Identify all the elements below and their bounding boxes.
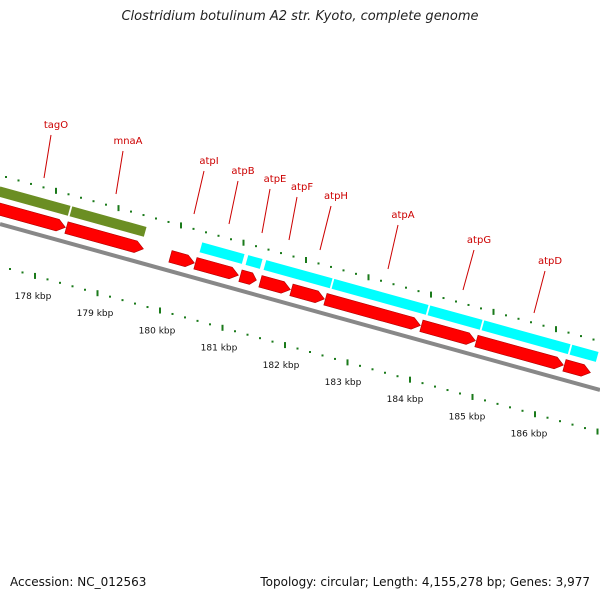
gene-labels: tagO mnaA atpI atpB atpE atpF atpH atpA atpG atpD bbox=[44, 120, 562, 267]
gene-bar bbox=[330, 277, 430, 316]
label-leader-line bbox=[387, 224, 399, 270]
genome-backbone bbox=[0, 222, 600, 392]
label-leader-line bbox=[462, 249, 475, 291]
scale-label: 179 kbp bbox=[77, 309, 114, 319]
scale-label: 180 kbp bbox=[139, 326, 176, 336]
cds-feature-track bbox=[0, 202, 591, 377]
cds-arrow bbox=[238, 269, 257, 285]
cds-arrow bbox=[419, 319, 476, 345]
gene-label: atpF bbox=[291, 182, 313, 193]
scale-label: 184 kbp bbox=[387, 395, 424, 405]
cds-arrow bbox=[0, 202, 66, 232]
gene-bar bbox=[262, 259, 334, 290]
gene-label: atpE bbox=[264, 174, 287, 185]
cds-arrow bbox=[64, 221, 144, 253]
gene-label: atpH bbox=[324, 191, 348, 202]
gene-bar bbox=[198, 241, 246, 265]
label-leader-line bbox=[43, 134, 52, 179]
scale-label: 186 kbp bbox=[511, 430, 548, 440]
label-leader-line bbox=[533, 270, 546, 314]
gene-feature-track bbox=[0, 185, 600, 363]
lower-tick-marks bbox=[9, 268, 599, 435]
scale-label: 178 kbp bbox=[15, 292, 52, 302]
label-leader-line bbox=[319, 205, 332, 251]
gene-label: atpB bbox=[231, 166, 254, 177]
genome-summary: Topology: circular; Length: 4,155,278 bp… bbox=[260, 575, 590, 589]
cds-arrow bbox=[168, 250, 195, 267]
gene-bar bbox=[244, 254, 264, 270]
gene-bar bbox=[568, 343, 600, 363]
label-leader-lines bbox=[43, 134, 546, 314]
label-leader-line bbox=[261, 188, 271, 234]
label-leader-line bbox=[193, 170, 205, 215]
label-leader-line bbox=[115, 150, 124, 195]
gene-label: tagO bbox=[44, 120, 68, 131]
scale-label: 183 kbp bbox=[325, 378, 362, 388]
label-leader-line bbox=[288, 196, 298, 241]
cds-arrow bbox=[323, 293, 421, 330]
upper-tick-marks bbox=[5, 176, 595, 341]
gene-bar bbox=[480, 319, 572, 356]
accession-label: Accession: NC_012563 bbox=[10, 575, 147, 589]
gene-label: atpG bbox=[467, 235, 491, 246]
gene-label: atpI bbox=[199, 156, 218, 167]
scale-labels: 178 kbp 179 kbp 180 kbp 181 kbp 182 kbp 183 k… bbox=[15, 292, 548, 440]
gene-label: atpA bbox=[391, 210, 414, 221]
gene-bar bbox=[68, 205, 148, 238]
map-title: Clostridium botulinum A2 str. Kyoto, com… bbox=[121, 9, 479, 24]
cds-arrow bbox=[562, 359, 591, 377]
label-leader-line bbox=[228, 180, 239, 225]
cds-arrow bbox=[258, 275, 291, 294]
gene-bar bbox=[0, 185, 72, 217]
scale-label: 182 kbp bbox=[263, 361, 300, 371]
scale-label: 181 kbp bbox=[201, 344, 238, 354]
cds-arrow bbox=[474, 334, 564, 370]
cds-arrow bbox=[193, 257, 239, 280]
gene-bar bbox=[426, 304, 484, 331]
gene-label: atpD bbox=[538, 256, 562, 267]
gene-label: mnaA bbox=[113, 136, 142, 147]
scale-label: 185 kbp bbox=[449, 412, 486, 422]
cds-arrow bbox=[289, 283, 325, 303]
